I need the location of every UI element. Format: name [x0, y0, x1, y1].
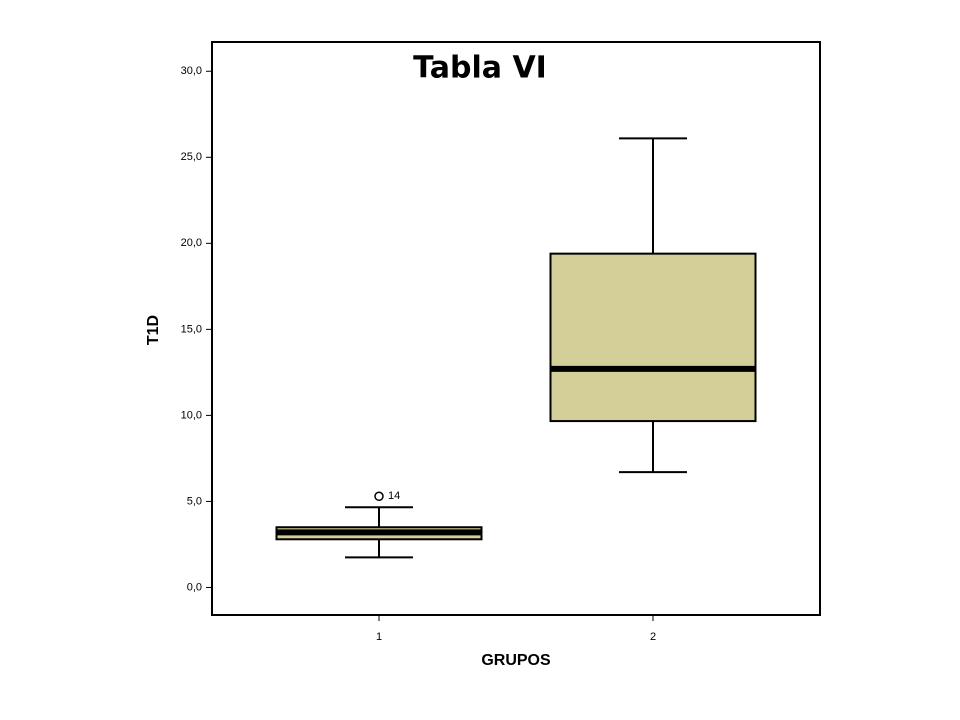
box [549, 252, 757, 423]
y-tick-label: 30,0 [181, 65, 202, 77]
x-axis-title: GRUPOS [481, 652, 551, 669]
y-tick-label: 15,0 [181, 323, 202, 335]
x-tick-label: 1 [376, 631, 382, 643]
y-tick-label: 0,0 [187, 581, 202, 593]
y-axis-title: T1D [145, 315, 162, 345]
chart-title: Tabla VI [413, 51, 547, 86]
plot-frame [211, 41, 821, 616]
y-tick-label: 20,0 [181, 237, 202, 249]
outlier-label: 14 [388, 490, 400, 502]
y-tick-label: 10,0 [181, 409, 202, 421]
y-tick-label: 5,0 [187, 495, 202, 507]
outlier [374, 491, 384, 502]
y-tick-label: 25,0 [181, 151, 202, 163]
x-tick-label: 2 [650, 631, 656, 643]
